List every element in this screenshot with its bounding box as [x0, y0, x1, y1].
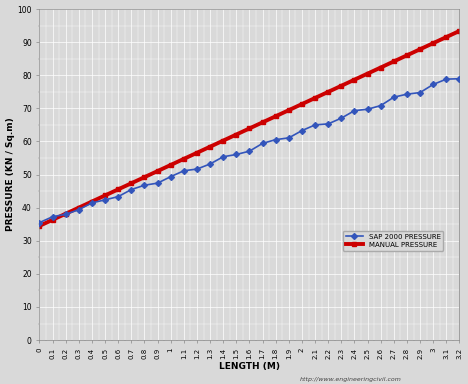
MANUAL PRESSURE: [312, 96, 318, 100]
SAP 2000 PRESSURE: [417, 90, 423, 95]
MANUAL PRESSURE: [378, 65, 383, 70]
SAP 2000 PRESSURE: [168, 174, 174, 179]
SAP 2000 PRESSURE: [63, 212, 68, 217]
SAP 2000 PRESSURE: [50, 214, 55, 219]
SAP 2000 PRESSURE: [378, 103, 383, 108]
MANUAL PRESSURE: [325, 89, 331, 94]
SAP 2000 PRESSURE: [234, 152, 239, 157]
SAP 2000 PRESSURE: [273, 137, 278, 142]
SAP 2000 PRESSURE: [247, 149, 252, 154]
MANUAL PRESSURE: [207, 144, 213, 149]
MANUAL PRESSURE: [391, 59, 397, 64]
MANUAL PRESSURE: [168, 163, 174, 167]
SAP 2000 PRESSURE: [365, 107, 370, 111]
SAP 2000 PRESSURE: [260, 141, 265, 146]
SAP 2000 PRESSURE: [431, 82, 436, 87]
MANUAL PRESSURE: [431, 41, 436, 45]
MANUAL PRESSURE: [76, 205, 81, 210]
MANUAL PRESSURE: [404, 53, 410, 58]
MANUAL PRESSURE: [351, 78, 357, 82]
MANUAL PRESSURE: [338, 83, 344, 88]
MANUAL PRESSURE: [181, 157, 187, 161]
MANUAL PRESSURE: [37, 223, 42, 228]
MANUAL PRESSURE: [129, 181, 134, 185]
SAP 2000 PRESSURE: [299, 128, 305, 133]
MANUAL PRESSURE: [444, 35, 449, 40]
SAP 2000 PRESSURE: [142, 183, 147, 187]
MANUAL PRESSURE: [247, 126, 252, 131]
MANUAL PRESSURE: [116, 187, 121, 192]
Line: SAP 2000 PRESSURE: SAP 2000 PRESSURE: [37, 77, 461, 225]
MANUAL PRESSURE: [142, 175, 147, 179]
MANUAL PRESSURE: [234, 132, 239, 137]
SAP 2000 PRESSURE: [312, 122, 318, 127]
SAP 2000 PRESSURE: [391, 95, 397, 99]
SAP 2000 PRESSURE: [76, 207, 81, 212]
SAP 2000 PRESSURE: [116, 194, 121, 199]
SAP 2000 PRESSURE: [89, 200, 95, 205]
MANUAL PRESSURE: [155, 169, 161, 173]
MANUAL PRESSURE: [299, 102, 305, 106]
MANUAL PRESSURE: [63, 212, 68, 216]
SAP 2000 PRESSURE: [325, 122, 331, 126]
SAP 2000 PRESSURE: [444, 77, 449, 81]
SAP 2000 PRESSURE: [194, 167, 200, 171]
Text: http://www.engineeringcivil.com: http://www.engineeringcivil.com: [300, 377, 402, 382]
SAP 2000 PRESSURE: [286, 136, 292, 140]
MANUAL PRESSURE: [89, 199, 95, 204]
Y-axis label: PRESSURE (KN / Sq.m): PRESSURE (KN / Sq.m): [6, 118, 15, 232]
MANUAL PRESSURE: [273, 114, 278, 119]
MANUAL PRESSURE: [50, 217, 55, 222]
MANUAL PRESSURE: [365, 71, 370, 76]
SAP 2000 PRESSURE: [338, 116, 344, 121]
X-axis label: LENGTH (M): LENGTH (M): [219, 362, 280, 371]
Legend: SAP 2000 PRESSURE, MANUAL PRESSURE: SAP 2000 PRESSURE, MANUAL PRESSURE: [343, 231, 443, 251]
Line: MANUAL PRESSURE: MANUAL PRESSURE: [37, 28, 462, 228]
MANUAL PRESSURE: [194, 151, 200, 155]
SAP 2000 PRESSURE: [129, 187, 134, 192]
MANUAL PRESSURE: [457, 29, 462, 33]
SAP 2000 PRESSURE: [457, 76, 462, 81]
MANUAL PRESSURE: [417, 47, 423, 51]
MANUAL PRESSURE: [260, 120, 265, 125]
SAP 2000 PRESSURE: [404, 92, 410, 96]
SAP 2000 PRESSURE: [102, 197, 108, 202]
SAP 2000 PRESSURE: [207, 162, 213, 166]
SAP 2000 PRESSURE: [37, 220, 42, 225]
SAP 2000 PRESSURE: [155, 181, 161, 185]
SAP 2000 PRESSURE: [220, 154, 226, 159]
SAP 2000 PRESSURE: [181, 169, 187, 173]
MANUAL PRESSURE: [102, 193, 108, 198]
MANUAL PRESSURE: [286, 108, 292, 113]
MANUAL PRESSURE: [220, 138, 226, 143]
SAP 2000 PRESSURE: [351, 108, 357, 113]
